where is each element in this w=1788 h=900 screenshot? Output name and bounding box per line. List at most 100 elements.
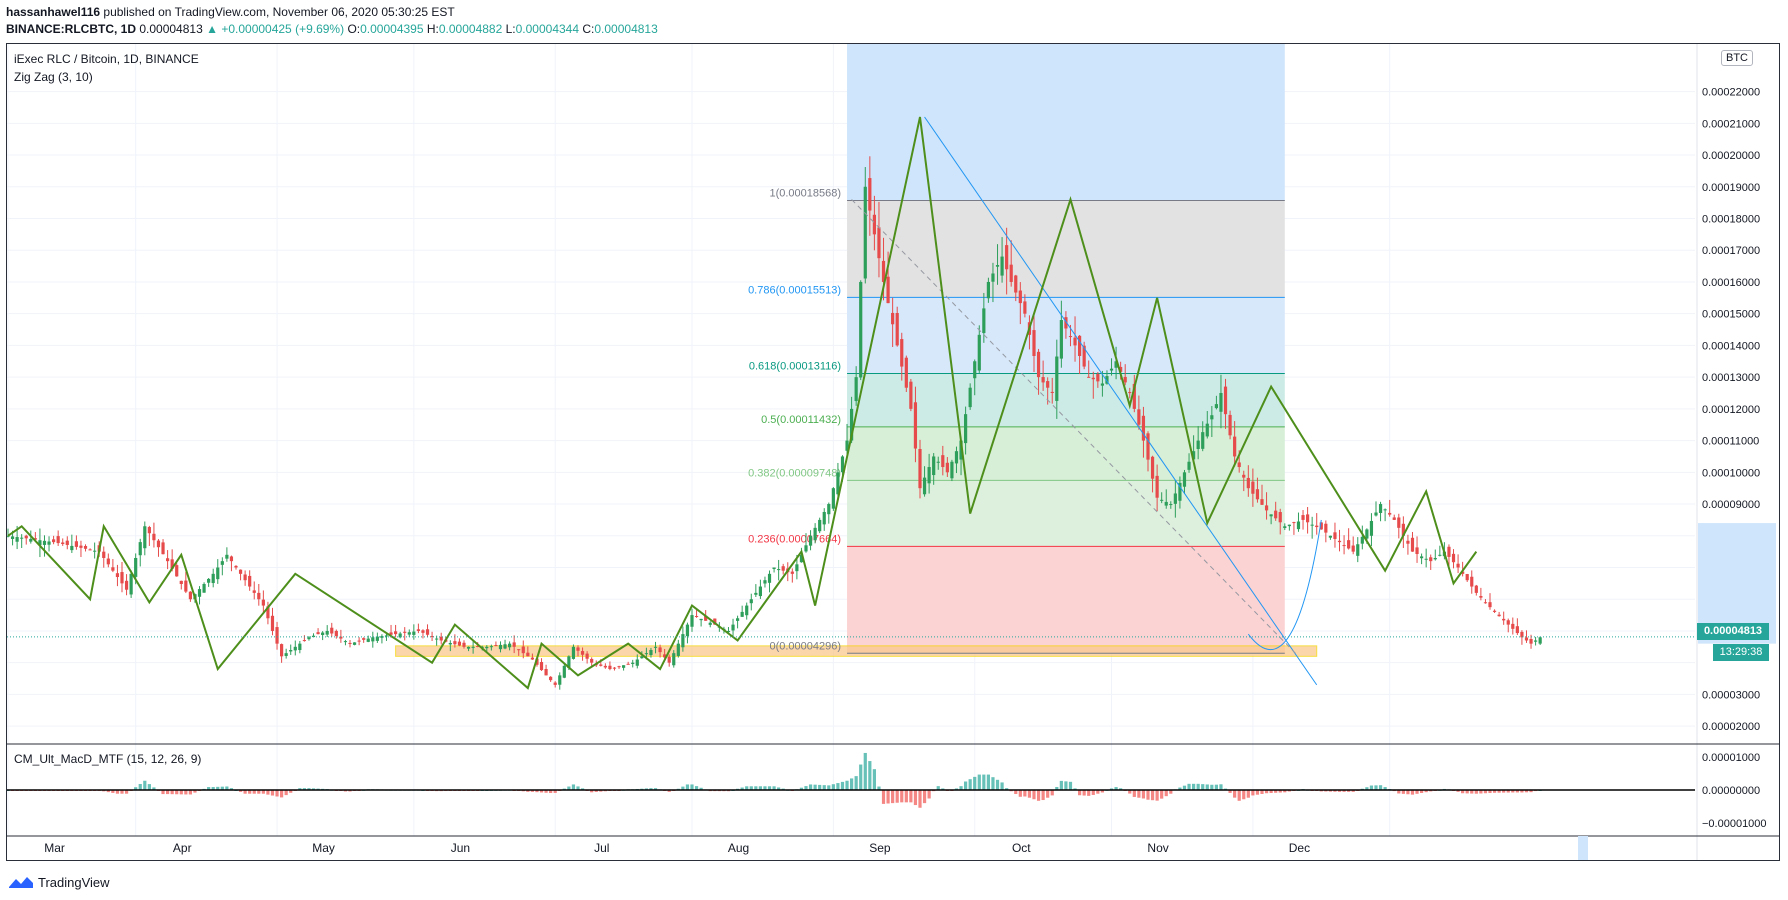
candle-body — [1146, 433, 1150, 460]
date-axis-label: Jul — [594, 841, 609, 855]
macd-histogram-bar — [207, 787, 211, 790]
candle-body — [225, 554, 229, 559]
macd-histogram-bar — [311, 788, 316, 790]
macd-histogram-bar — [1109, 788, 1114, 790]
date-axis-label: Oct — [1012, 841, 1031, 855]
candle-body — [138, 542, 142, 556]
macd-histogram-bar — [900, 790, 904, 803]
macd-histogram-bar — [922, 790, 927, 804]
macd-histogram-bar — [740, 787, 744, 790]
candle-body — [822, 511, 826, 525]
candle-body — [1347, 540, 1351, 549]
candle-body — [316, 632, 320, 635]
support-zone — [395, 645, 1318, 657]
macd-histogram-bar — [307, 788, 311, 790]
candle-body — [1141, 415, 1146, 441]
candle-body — [1433, 557, 1437, 560]
candle-body — [918, 449, 922, 489]
macd-histogram-bar — [188, 790, 192, 795]
candle-body — [270, 615, 275, 631]
candle-body — [1315, 525, 1319, 528]
candle-body — [1461, 571, 1465, 574]
candle-body — [380, 636, 384, 638]
candle-body — [813, 527, 817, 541]
candle-body — [466, 646, 471, 649]
macd-histogram-bar — [1255, 790, 1260, 795]
macd-histogram-bar — [229, 788, 234, 790]
macd-histogram-bar — [1492, 790, 1497, 793]
macd-histogram-bar — [1324, 790, 1328, 792]
candle-body — [772, 567, 776, 569]
tradingview-logo[interactable]: TradingView — [8, 874, 110, 890]
candle-body — [1319, 522, 1323, 530]
price-axis-label: 0.00012000 — [1702, 404, 1760, 416]
date-axis-label: Nov — [1147, 841, 1168, 855]
price-chart[interactable]: 1(0.00018568) 0.786(0.00015513) 0.618(0.00… — [0, 0, 1788, 870]
date-axis-label: Mar — [44, 841, 65, 855]
macd-histogram-bar — [134, 787, 138, 790]
price-axis-label: 0.00002000 — [1702, 721, 1760, 733]
candle-body — [20, 537, 24, 539]
candle-body — [631, 662, 635, 664]
candle-body — [872, 214, 876, 235]
candle-body — [713, 618, 717, 625]
macd-histogram-bar — [124, 790, 129, 794]
macd-histogram-bar — [1132, 790, 1136, 797]
macd-histogram-bar — [685, 784, 690, 790]
macd-histogram-bar — [179, 790, 183, 795]
candle-body — [1114, 361, 1118, 368]
candle-body — [197, 589, 202, 597]
candle-body — [503, 644, 507, 649]
candle-body — [284, 653, 288, 656]
candle-body — [991, 273, 995, 282]
macd-histogram-bar — [872, 769, 876, 790]
author-name[interactable]: hassanhawel116 — [6, 5, 101, 19]
zigzag-legend[interactable]: Zig Zag (3, 10) — [14, 70, 93, 84]
macd-histogram-bar — [1524, 790, 1529, 793]
macd-histogram-bar — [1333, 790, 1337, 792]
macd-histogram-bar — [1520, 790, 1524, 793]
macd-histogram-bar — [275, 790, 279, 797]
candle-body — [986, 281, 990, 299]
macd-histogram-bar — [690, 784, 694, 790]
candle-body — [608, 665, 612, 670]
macd-legend[interactable]: CM_Ult_MacD_MTF (15, 12, 26, 9) — [14, 752, 202, 766]
currency-badge[interactable]: BTC — [1721, 50, 1753, 66]
candle-body — [425, 629, 430, 635]
date-axis-label: Dec — [1289, 841, 1310, 855]
candle-body — [1474, 585, 1478, 593]
candle-body — [1050, 391, 1054, 393]
candle-body — [357, 640, 361, 642]
macd-histogram-bar — [868, 761, 872, 790]
macd-histogram-bar — [152, 787, 156, 790]
fib-level-label: 0.618(0.00013116) — [749, 360, 841, 372]
macd-histogram-bar — [1287, 790, 1291, 792]
macd-histogram-bar — [599, 790, 603, 792]
macd-histogram-bar — [681, 786, 685, 790]
candle-body — [1328, 535, 1332, 538]
candle-body — [170, 559, 174, 569]
candle-body — [517, 649, 521, 651]
macd-histogram-bar — [576, 786, 580, 790]
macd-histogram-bar — [1365, 787, 1369, 790]
candle-body — [1388, 512, 1392, 515]
macd-histogram-bar — [1073, 788, 1077, 790]
candle-body — [781, 566, 785, 571]
candle-body — [448, 643, 452, 645]
candle-body — [1296, 521, 1301, 530]
candle-body — [553, 682, 557, 685]
candle-body — [257, 592, 261, 600]
candle-body — [243, 574, 247, 581]
candle-body — [685, 624, 690, 637]
candle-body — [179, 580, 183, 584]
macd-histogram-bar — [211, 787, 215, 790]
candle-body — [658, 647, 662, 653]
macd-histogram-bar — [1160, 790, 1164, 799]
candle-body — [1483, 602, 1488, 604]
macd-histogram-bar — [1078, 790, 1082, 796]
macd-histogram-bar — [1169, 790, 1173, 794]
macd-histogram-bar — [580, 788, 585, 790]
macd-histogram-bar — [1410, 790, 1415, 795]
macd-histogram-bar — [535, 790, 539, 793]
candle-body — [1064, 317, 1068, 329]
